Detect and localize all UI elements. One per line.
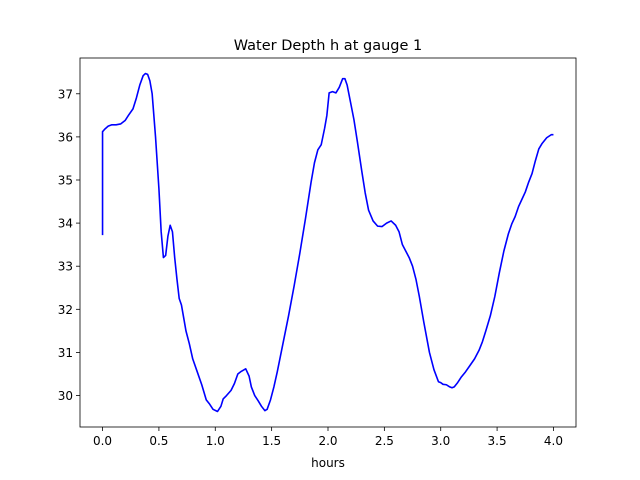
x-tick-label: 3.0 xyxy=(431,434,450,448)
y-tick-label: 31 xyxy=(58,346,73,360)
y-tick-label: 34 xyxy=(58,217,73,231)
x-tick-label: 1.5 xyxy=(262,434,281,448)
x-axis: 0.0 0.5 1.0 1.5 2.0 2.5 3.0 3.5 4.0 xyxy=(93,427,563,448)
x-tick-label: 2.5 xyxy=(375,434,394,448)
x-tick-label: 2.0 xyxy=(318,434,337,448)
chart-title: Water Depth h at gauge 1 xyxy=(234,38,422,54)
x-tick-label: 4.0 xyxy=(544,434,563,448)
plot-frame xyxy=(79,57,577,428)
x-axis-label: hours xyxy=(311,456,345,470)
y-tick-label: 30 xyxy=(58,389,73,403)
x-tick-label: 3.5 xyxy=(488,434,507,448)
x-tick-label: 0.0 xyxy=(93,434,112,448)
x-tick-label: 0.5 xyxy=(149,434,168,448)
y-tick-label: 36 xyxy=(58,130,73,144)
y-tick-label: 37 xyxy=(58,87,73,101)
plot-area xyxy=(101,72,554,413)
y-tick-label: 33 xyxy=(58,260,73,274)
y-tick-label: 35 xyxy=(58,173,73,187)
y-axis: 30 31 32 33 34 35 36 37 xyxy=(58,87,80,403)
x-tick-label: 1.0 xyxy=(206,434,225,448)
y-tick-label: 32 xyxy=(58,303,73,317)
series-line-0 xyxy=(101,72,554,413)
